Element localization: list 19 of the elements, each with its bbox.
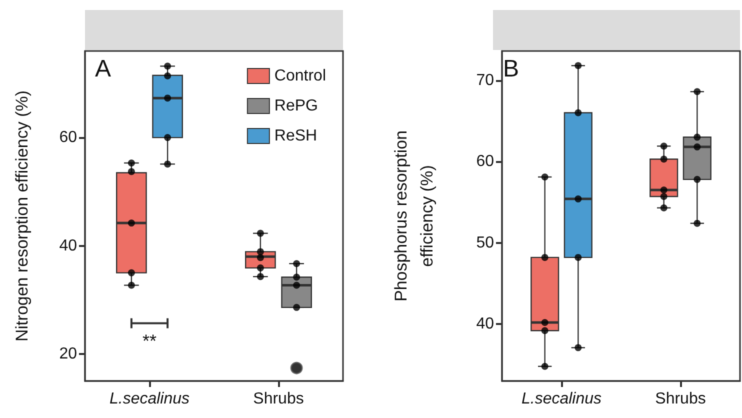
y-tick-label: 70 (476, 72, 494, 89)
x-tick-label: L.secalinus (521, 390, 602, 408)
y-tick-label: 60 (59, 129, 78, 146)
y-tick-label: 40 (59, 237, 78, 254)
x-tick-label: Shrubs (253, 390, 304, 408)
y-tick-label: 20 (59, 345, 78, 362)
x-tick-label: Shrubs (655, 390, 706, 408)
annotation: A (95, 56, 112, 82)
y-tick-label: 60 (476, 153, 494, 170)
annotation: ** (142, 331, 157, 352)
x-tick-label: L.secalinus (109, 390, 190, 408)
y-axis-title: Nitrogen resorption efficiency (%) (12, 90, 32, 342)
legend-label: ReSH (274, 128, 318, 144)
y-tick-label: 40 (476, 316, 494, 333)
y-axis-title: Phosphorus resorption efficiency (%) (392, 130, 436, 302)
annotation: B (503, 56, 520, 82)
legend-label: Control (274, 68, 326, 84)
legend-label: RePG (274, 98, 318, 114)
y-tick-label: 50 (476, 234, 494, 252)
